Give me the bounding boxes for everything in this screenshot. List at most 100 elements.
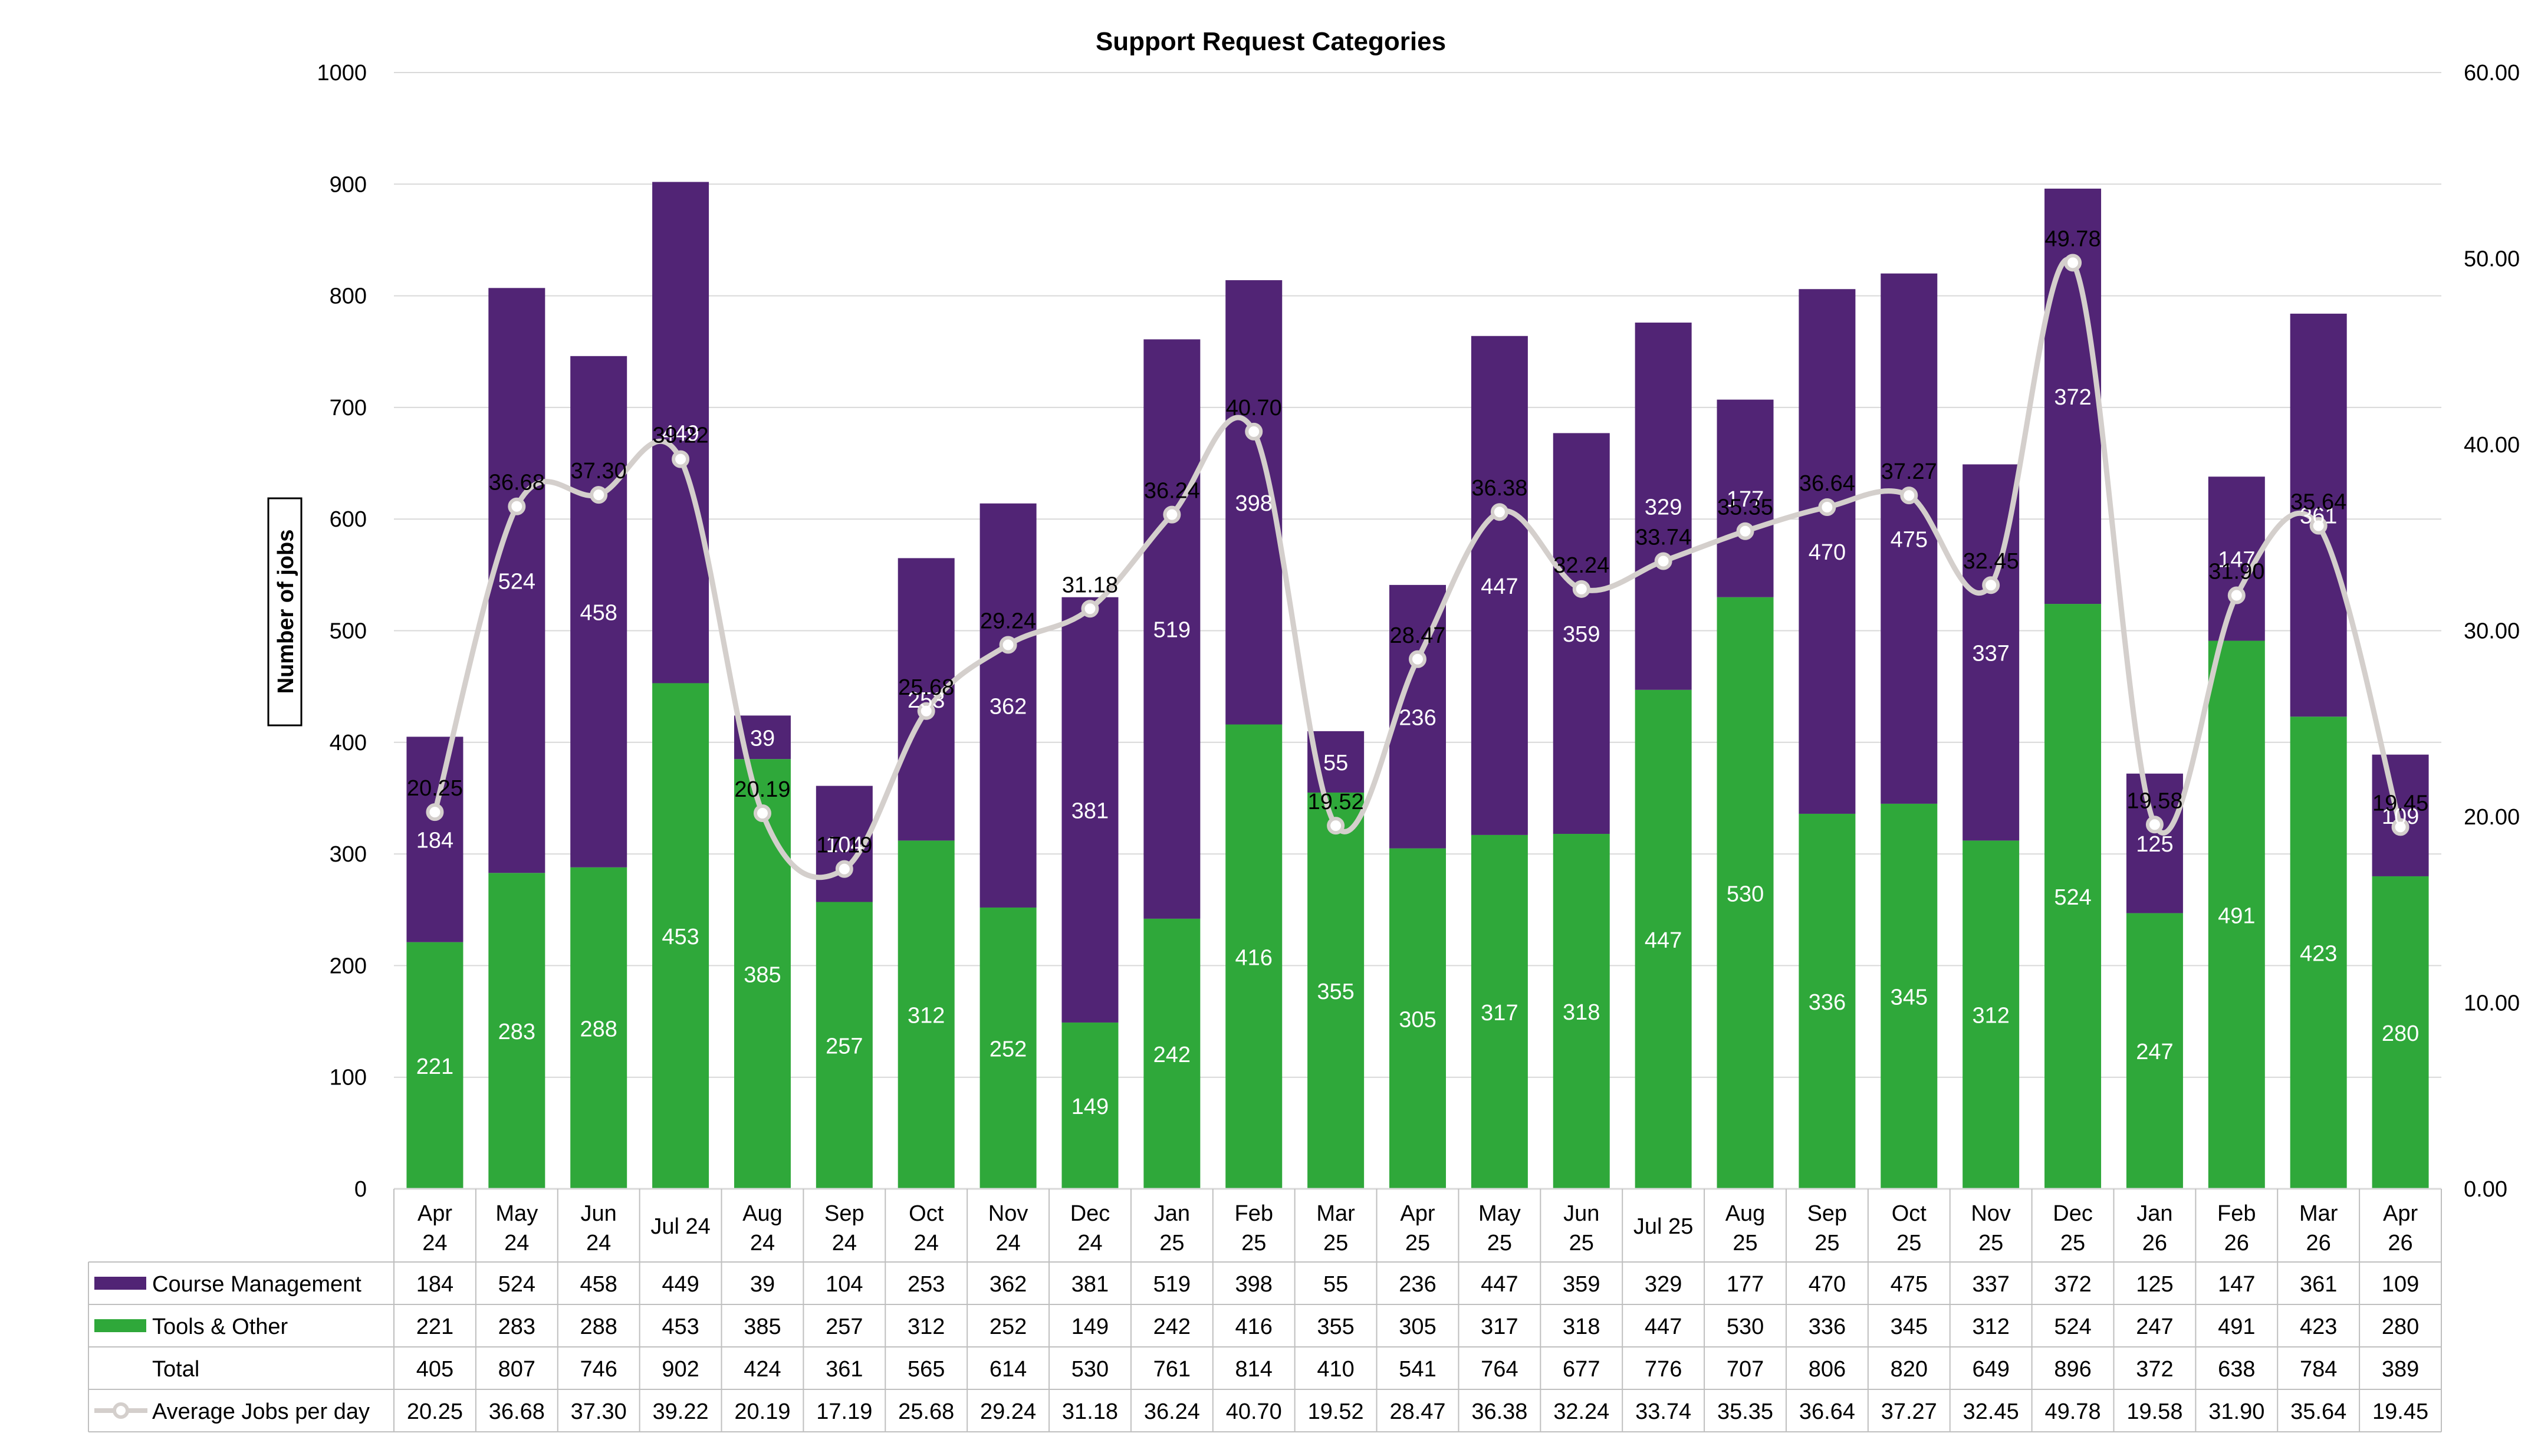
data-label-course-management: 359 [1563, 622, 1600, 647]
table-cell-avg: 49.78 [2044, 1399, 2100, 1424]
bar-tools-other [1061, 1022, 1119, 1189]
data-label-course-management: 337 [1972, 641, 2009, 666]
y-tick-label: 500 [330, 619, 367, 644]
data-label-tools-other: 288 [580, 1017, 617, 1041]
table-cell-avg: 19.58 [2126, 1399, 2182, 1424]
data-label-course-management: 253 [908, 688, 945, 713]
data-label-tools-other: 491 [2218, 903, 2255, 928]
x-category-label-year: 25 [1323, 1231, 1348, 1255]
table-cell-tools: 283 [498, 1314, 535, 1339]
bar-course-management [406, 737, 464, 942]
x-category-label-year: 25 [1487, 1231, 1512, 1255]
table-cell-total: 764 [1481, 1357, 1518, 1382]
table-cell-course: 470 [1809, 1272, 1846, 1297]
data-label-average: 20.25 [407, 776, 463, 801]
legend-swatch-tools [94, 1319, 146, 1332]
bar-tools-other [2044, 604, 2102, 1189]
x-category-label-month: Sep [1807, 1201, 1848, 1226]
bar-course-management [979, 503, 1037, 908]
x-category-label-year: 25 [2060, 1231, 2085, 1255]
table-cell-tools: 312 [1972, 1314, 2009, 1339]
data-label-course-management: 458 [580, 600, 617, 625]
y-axis-title-frame [267, 497, 303, 727]
data-label-tools-other: 149 [1071, 1095, 1109, 1119]
x-category-label-year: 24 [995, 1231, 1020, 1255]
bar-course-management [2372, 754, 2429, 876]
table-cell-course: 109 [2382, 1272, 2419, 1297]
table-cell-total: 405 [416, 1357, 453, 1382]
table-cell-avg: 37.30 [571, 1399, 627, 1424]
x-category-label-month: Feb [1234, 1201, 1273, 1226]
table-cell-course: 39 [750, 1272, 775, 1297]
table-cell-course: 361 [2300, 1272, 2337, 1297]
data-table: Apr 24 May 24 Jun 24 Jul 24 Aug 24 Sep 24 Oct 24 Nov 2… [88, 1189, 2442, 1432]
table-cell-tools: 524 [2054, 1314, 2091, 1339]
table-cell-course: 337 [1972, 1272, 2009, 1297]
data-label-course-management: 475 [1891, 527, 1928, 552]
data-label-tools-other: 312 [908, 1004, 945, 1028]
data-label-course-management: 125 [2136, 832, 2173, 857]
table-cell-tools: 447 [1645, 1314, 1682, 1339]
x-category-label-month: Mar [1316, 1201, 1355, 1226]
x-category-label-month: Dec [2053, 1201, 2093, 1226]
x-category-label-year: 24 [750, 1231, 775, 1255]
table-cell-total: 806 [1809, 1357, 1846, 1382]
bar-course-management [898, 558, 955, 841]
average-point [999, 636, 1017, 654]
y2-tick-label: 20.00 [2464, 805, 2520, 830]
table-cell-tools: 491 [2218, 1314, 2255, 1339]
data-label-course-management: 177 [1727, 487, 1764, 512]
data-label-average: 36.64 [1799, 471, 1855, 496]
data-label-tools-other: 447 [1645, 928, 1682, 953]
data-label-average: 39.22 [653, 423, 709, 448]
y-axis-title: Number of jobs [274, 530, 298, 694]
average-point [1409, 650, 1426, 668]
data-label-average: 31.18 [1062, 573, 1118, 597]
table-cell-total: 902 [662, 1357, 699, 1382]
bar-tools-other [652, 683, 709, 1189]
average-point [1982, 576, 2000, 594]
data-label-course-management: 524 [498, 569, 535, 594]
data-label-course-management: 361 [2300, 504, 2337, 529]
table-cell-tools: 257 [826, 1314, 863, 1339]
data-label-course-management: 449 [662, 421, 699, 446]
x-category-label-year: 25 [1896, 1231, 1921, 1255]
table-cell-course: 524 [498, 1272, 535, 1297]
data-label-average: 19.52 [1308, 790, 1364, 814]
table-cell-tools: 345 [1891, 1314, 1928, 1339]
y-tick-label: 100 [330, 1066, 367, 1090]
x-category-label-month: Aug [742, 1201, 783, 1226]
data-label-tools-other: 453 [662, 925, 699, 949]
bar-course-management [1799, 289, 1856, 814]
table-cell-total: 820 [1891, 1357, 1928, 1382]
table-row-label-total: Total [152, 1357, 199, 1382]
table-cell-course: 449 [662, 1272, 699, 1297]
data-label-tools-other: 280 [2382, 1021, 2419, 1046]
y-tick-label: 300 [330, 842, 367, 867]
x-category-label-month: Aug [1725, 1201, 1766, 1226]
table-cell-total: 807 [498, 1357, 535, 1382]
x-category-label-year: 25 [1978, 1231, 2003, 1255]
x-category-label-month: May [1478, 1201, 1521, 1226]
table-cell-avg: 36.64 [1799, 1399, 1855, 1424]
table-cell-tools: 318 [1563, 1314, 1600, 1339]
table-cell-course: 475 [1891, 1272, 1928, 1297]
bar-tools-other [1881, 803, 1938, 1189]
average-point [1081, 600, 1099, 618]
average-point [917, 702, 935, 720]
x-category-label-year: 25 [1733, 1231, 1757, 1255]
data-label-course-management: 236 [1399, 705, 1436, 730]
x-category-label-year: 26 [2142, 1231, 2167, 1255]
table-row-label-tools: Tools & Other [152, 1314, 288, 1339]
data-label-course-management: 372 [2054, 385, 2091, 410]
y2-tick-label: 50.00 [2464, 247, 2520, 272]
data-label-course-management: 147 [2218, 547, 2255, 572]
x-category-label: Jul 25 [1633, 1214, 1693, 1239]
bar-tools-other [898, 840, 955, 1189]
average-point [1490, 503, 1508, 521]
table-cell-course: 236 [1399, 1272, 1436, 1297]
data-label-average: 35.64 [2290, 490, 2346, 515]
bar-course-management [2126, 773, 2183, 913]
data-label-average: 19.45 [2372, 791, 2428, 816]
